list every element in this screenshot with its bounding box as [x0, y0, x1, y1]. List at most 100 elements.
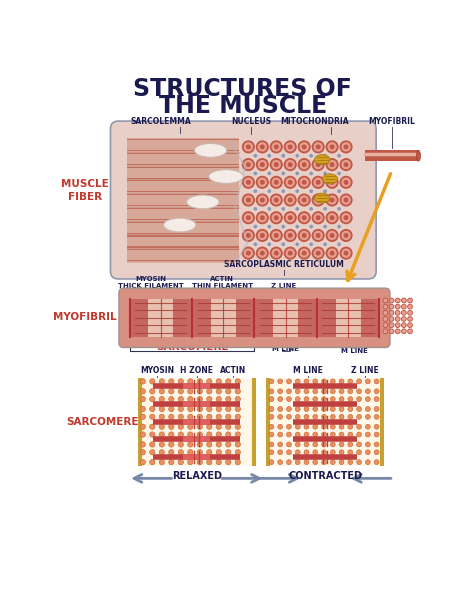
Circle shape — [348, 397, 353, 401]
Circle shape — [340, 176, 352, 188]
Circle shape — [286, 414, 292, 419]
Circle shape — [401, 298, 406, 303]
Circle shape — [235, 397, 240, 402]
Circle shape — [272, 196, 280, 204]
Circle shape — [207, 414, 212, 420]
Circle shape — [348, 432, 353, 437]
Circle shape — [374, 407, 379, 411]
Circle shape — [312, 247, 324, 259]
Circle shape — [282, 190, 284, 192]
Circle shape — [268, 208, 271, 210]
Circle shape — [286, 424, 292, 429]
Circle shape — [328, 196, 336, 204]
Circle shape — [268, 190, 271, 192]
Circle shape — [384, 300, 387, 302]
Circle shape — [274, 163, 278, 166]
Circle shape — [312, 141, 324, 153]
Circle shape — [374, 450, 379, 455]
Circle shape — [395, 329, 400, 333]
Circle shape — [269, 407, 274, 411]
Circle shape — [269, 442, 274, 447]
Circle shape — [207, 459, 212, 465]
Circle shape — [321, 450, 327, 455]
Circle shape — [269, 414, 274, 419]
Circle shape — [178, 388, 183, 394]
Text: MYOSIN: MYOSIN — [140, 366, 174, 375]
Circle shape — [286, 249, 294, 257]
Circle shape — [159, 397, 164, 402]
Circle shape — [254, 226, 256, 228]
Circle shape — [395, 304, 400, 309]
Bar — [266, 378, 270, 466]
Circle shape — [330, 397, 335, 401]
Circle shape — [245, 214, 252, 222]
Circle shape — [330, 216, 334, 220]
Text: MYOSIN
THICK FILAMENT: MYOSIN THICK FILAMENT — [118, 276, 184, 289]
Circle shape — [344, 234, 348, 237]
Circle shape — [246, 234, 250, 237]
Circle shape — [356, 407, 362, 411]
Text: MITOCHONDRIA: MITOCHONDRIA — [280, 117, 349, 127]
Text: RELAXED: RELAXED — [172, 471, 222, 481]
Text: Z LINE: Z LINE — [271, 283, 296, 289]
Text: M LINE: M LINE — [272, 346, 299, 352]
Circle shape — [339, 424, 344, 429]
Circle shape — [408, 317, 412, 321]
Circle shape — [304, 432, 309, 437]
Circle shape — [245, 178, 252, 186]
Circle shape — [304, 397, 309, 401]
Circle shape — [338, 172, 340, 175]
Circle shape — [296, 208, 298, 210]
Circle shape — [188, 414, 193, 420]
Circle shape — [268, 172, 271, 175]
Bar — [128, 138, 239, 152]
Text: MYOFIBRIL: MYOFIBRIL — [53, 313, 117, 323]
Circle shape — [286, 450, 292, 455]
Circle shape — [340, 230, 352, 242]
Bar — [128, 249, 239, 250]
Circle shape — [304, 407, 309, 411]
Circle shape — [284, 230, 296, 242]
Circle shape — [216, 432, 221, 437]
Circle shape — [270, 247, 282, 259]
Text: SARCOMERE: SARCOMERE — [156, 342, 228, 352]
Circle shape — [339, 397, 344, 401]
Circle shape — [188, 424, 193, 429]
Circle shape — [197, 459, 202, 465]
Circle shape — [274, 252, 278, 255]
Circle shape — [140, 414, 146, 420]
Circle shape — [261, 216, 264, 220]
Circle shape — [140, 397, 146, 402]
Circle shape — [324, 243, 326, 246]
Circle shape — [402, 318, 405, 320]
Circle shape — [324, 190, 326, 192]
Circle shape — [289, 234, 292, 237]
Circle shape — [243, 141, 254, 153]
Circle shape — [330, 145, 334, 149]
Circle shape — [140, 459, 146, 465]
Bar — [128, 153, 239, 154]
Circle shape — [246, 163, 250, 166]
Circle shape — [261, 234, 264, 237]
Circle shape — [286, 389, 292, 394]
Circle shape — [235, 459, 240, 465]
Circle shape — [159, 459, 164, 465]
Circle shape — [286, 178, 294, 186]
Circle shape — [328, 231, 336, 239]
Ellipse shape — [164, 218, 196, 232]
Circle shape — [254, 155, 256, 157]
Circle shape — [226, 406, 231, 411]
Circle shape — [344, 216, 348, 220]
Bar — [298, 299, 317, 337]
Circle shape — [207, 406, 212, 411]
Circle shape — [365, 460, 370, 465]
Circle shape — [409, 318, 411, 320]
Text: M LINE: M LINE — [293, 366, 323, 375]
Circle shape — [374, 397, 379, 401]
Circle shape — [178, 414, 183, 420]
Circle shape — [402, 330, 405, 333]
Circle shape — [328, 178, 336, 186]
Circle shape — [389, 317, 394, 321]
Circle shape — [284, 176, 296, 188]
Bar — [128, 179, 239, 193]
